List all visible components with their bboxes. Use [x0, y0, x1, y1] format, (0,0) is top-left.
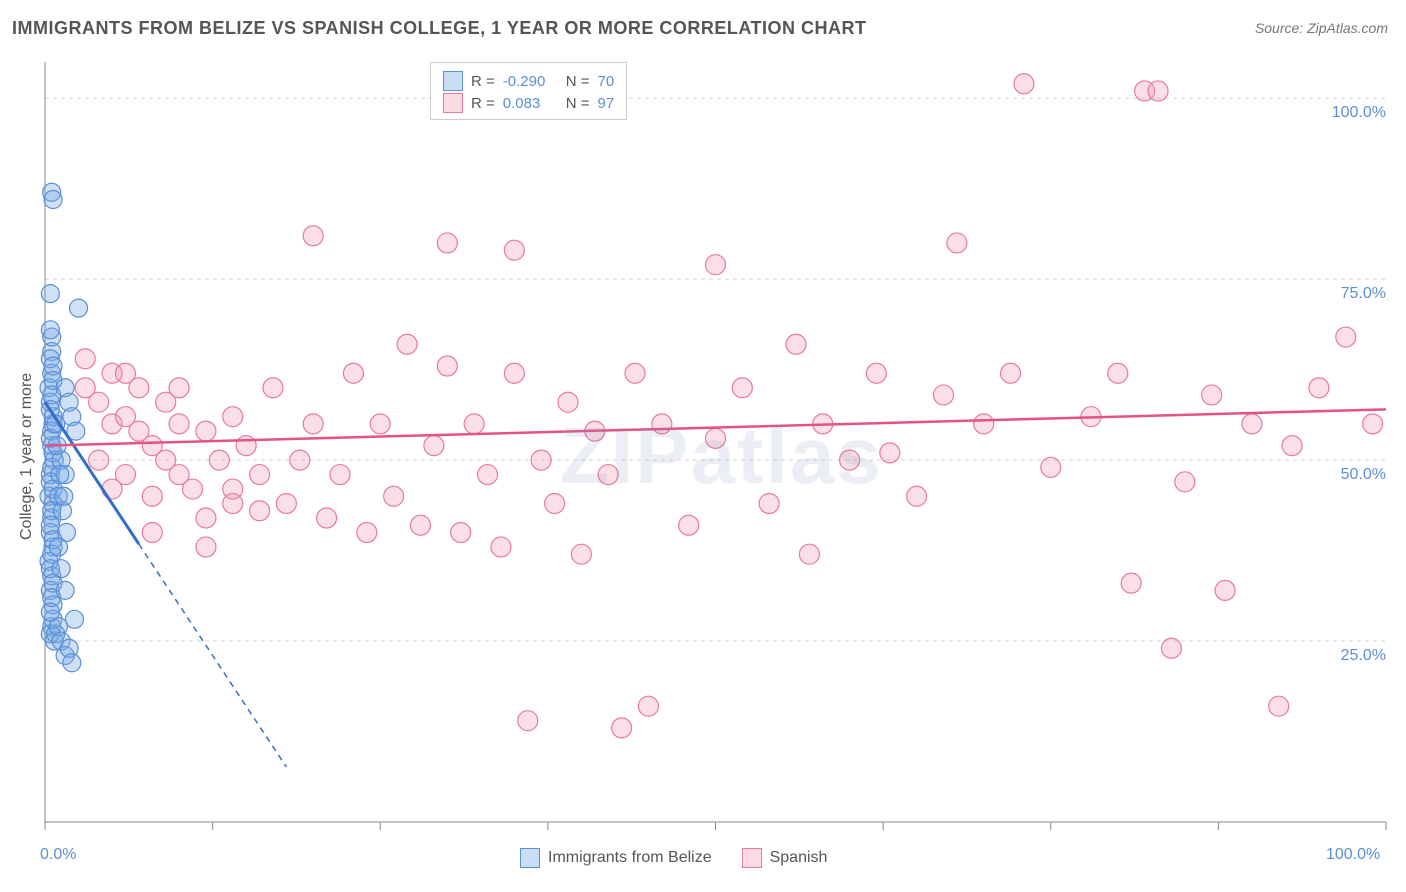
legend-label-spanish: Spanish — [770, 849, 828, 867]
n-label: N = — [566, 73, 590, 90]
n-value-spanish: 97 — [598, 95, 615, 112]
legend-swatch-pink — [443, 93, 463, 113]
correlation-legend: R = -0.290 N = 70 R = 0.083 N = 97 — [430, 62, 627, 120]
y-tick-label: 100.0% — [1316, 104, 1386, 122]
r-value-belize: -0.290 — [503, 73, 558, 90]
n-label: N = — [566, 95, 590, 112]
chart-container: IMMIGRANTS FROM BELIZE VS SPANISH COLLEG… — [0, 0, 1406, 892]
r-value-spanish: 0.083 — [503, 95, 558, 112]
legend-row-belize: R = -0.290 N = 70 — [443, 71, 614, 91]
scatter-plot — [0, 0, 1406, 892]
legend-item-belize: Immigrants from Belize — [520, 848, 712, 868]
legend-swatch-pink-icon — [742, 848, 762, 868]
n-value-belize: 70 — [598, 73, 615, 90]
legend-item-spanish: Spanish — [742, 848, 828, 868]
legend-label-belize: Immigrants from Belize — [548, 849, 712, 867]
y-tick-label: 75.0% — [1316, 285, 1386, 303]
legend-swatch-blue-icon — [520, 848, 540, 868]
x-tick-label: 0.0% — [40, 846, 76, 864]
r-label: R = — [471, 95, 495, 112]
x-tick-label: 100.0% — [1326, 846, 1380, 864]
y-tick-label: 25.0% — [1316, 647, 1386, 665]
series-legend: Immigrants from Belize Spanish — [520, 848, 827, 868]
legend-row-spanish: R = 0.083 N = 97 — [443, 93, 614, 113]
legend-swatch-blue — [443, 71, 463, 91]
r-label: R = — [471, 73, 495, 90]
y-tick-label: 50.0% — [1316, 466, 1386, 484]
